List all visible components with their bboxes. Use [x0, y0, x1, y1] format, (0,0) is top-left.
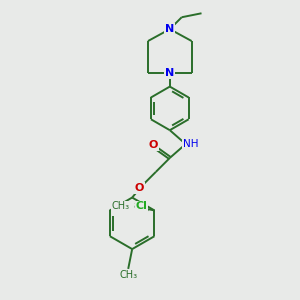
Text: N: N [165, 68, 174, 78]
Text: N: N [165, 68, 174, 78]
Text: O: O [134, 183, 144, 193]
Text: CH₃: CH₃ [119, 270, 137, 280]
Text: N: N [165, 24, 174, 34]
Text: O: O [148, 140, 158, 150]
Text: Cl: Cl [136, 202, 148, 212]
Text: NH: NH [183, 139, 198, 149]
Text: CH₃: CH₃ [112, 202, 130, 212]
